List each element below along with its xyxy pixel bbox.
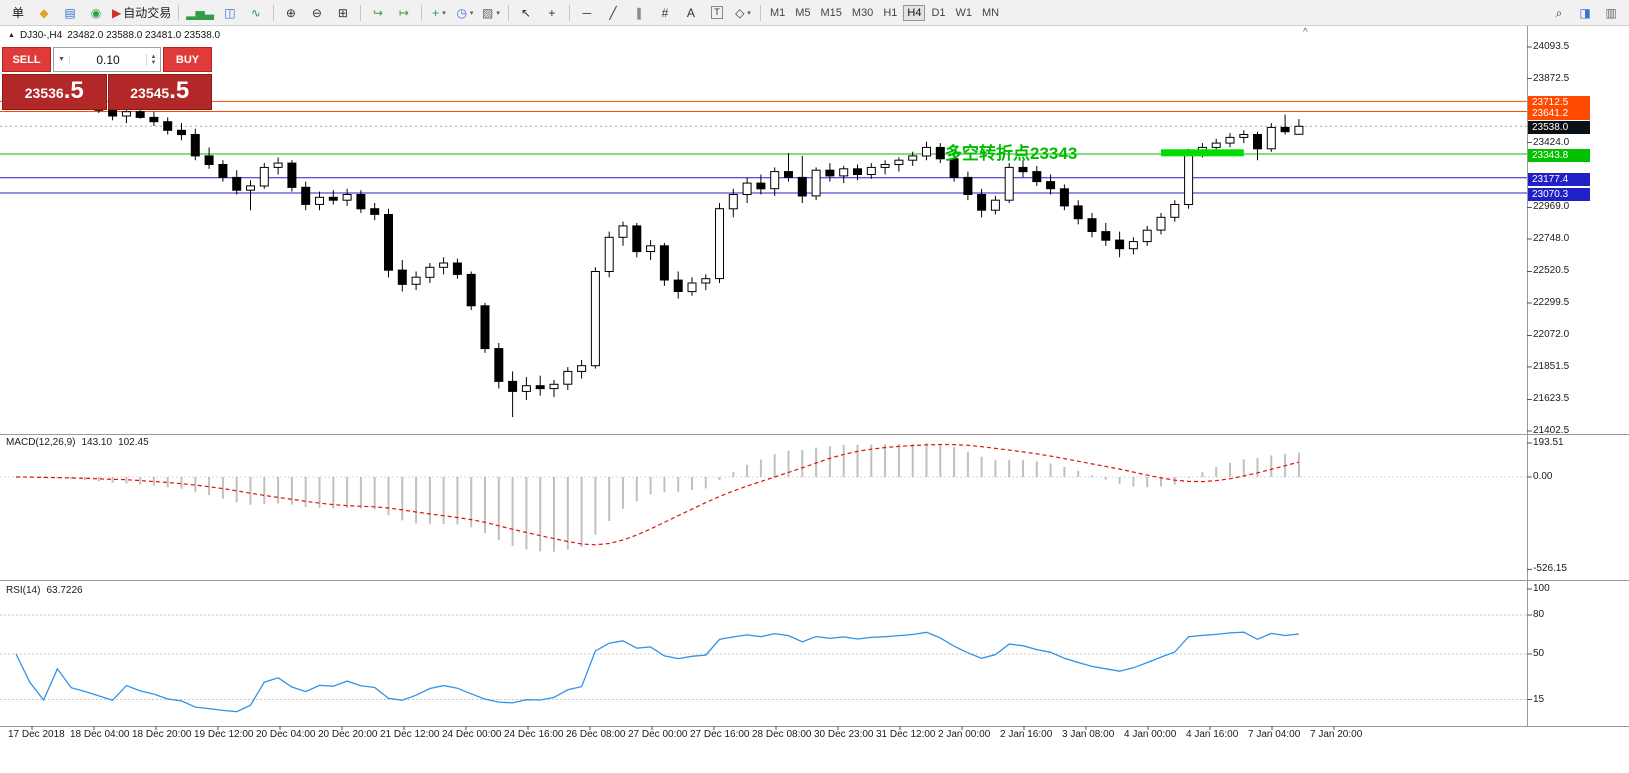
trendline-icon[interactable]: ╱ [609,5,617,20]
rsi-label: RSI(14) 63.7226 [6,585,89,596]
macd-signal-line [15,443,1300,546]
search-icon[interactable]: ⌕ [1555,5,1563,20]
cursor-icon[interactable]: ↖ [520,5,531,20]
sell-price-button[interactable]: 23536.5 [2,74,107,110]
chart-canvas[interactable] [0,0,1629,742]
period-icon[interactable]: ◷ ▾ [456,5,474,20]
macd-label: MACD(12,26,9) 143.10 102.45 [6,437,155,448]
scroll-corner-icon[interactable]: ^ [1303,27,1308,38]
chart-caption: ▲ DJ30-,H4 23482.0 23588.0 23481.0 23538… [5,30,224,41]
add-indicator-icon[interactable]: + ▾ [432,5,446,20]
horizontal-line-icon[interactable]: ─ [582,5,592,20]
toolbar-separator [359,4,361,21]
macd-value-main: 143.10 [81,437,113,448]
sell-button[interactable]: SELL [2,47,51,72]
toolbar-separator [507,4,509,21]
buy-price-frac: .5 [169,77,190,104]
rsi-value: 63.7226 [46,585,83,596]
timeframe-h1[interactable]: H1 [883,6,898,19]
candles [11,80,1304,418]
toolbar-separator [759,4,761,21]
toolbar: 单 ◆ ▤ ◉ ▶ 自动交易 ▂▅▃ ◫ ∿ ⊕ ⊖ ⊞ ↪ ↦ + ▾ ◷ ▾ ▨ ▾ ↖ + ─ ╱ ∥ # A T ◇ ▾ M1 M5 M… [0,0,1629,26]
shapes-icon[interactable]: ◇ ▾ [735,5,751,20]
buy-price-main: 23545 [130,85,170,101]
timeframe-m1[interactable]: M1 [769,6,786,19]
volume-spinner: ▲ ▼ [146,53,160,66]
volume-up-button[interactable]: ▲ [150,53,157,60]
line-chart-icon[interactable]: ∿ [250,5,261,20]
channel-icon[interactable]: ∥ [635,5,642,20]
new-chart-icon[interactable]: ◆ [39,5,49,20]
toolbar-separator [420,4,422,21]
text-icon[interactable]: A [686,5,695,20]
macd-value-signal: 102.45 [118,437,149,448]
new-order-button[interactable]: 单 [11,5,24,20]
volume-box: ▼ 0.10 ▲ ▼ [53,47,161,72]
toolbar-items: 单 ◆ ▤ ◉ ▶ 自动交易 ▂▅▃ ◫ ∿ ⊕ ⊖ ⊞ ↪ ↦ + ▾ ◷ ▾ ▨ ▾ ↖ + ─ ╱ ∥ # A T ◇ ▾ M1 M5 M… [5,3,1004,23]
zoom-out-icon[interactable]: ⊖ [311,5,322,20]
sell-price-main: 23536 [24,85,64,101]
crosshair-icon[interactable]: + [548,5,556,20]
navigator-icon[interactable]: ◉ [90,5,102,20]
zoom-in-icon[interactable]: ⊕ [285,5,296,20]
chart-shift-icon[interactable]: ↦ [398,5,409,20]
volume-dropdown-icon[interactable]: ▼ [54,56,70,63]
chat-icon[interactable]: ◨ [1579,5,1591,20]
timeframe-m30[interactable]: M30 [851,6,874,19]
chart-annotation: 多空转折点23343 [945,144,1078,163]
timeframe-mn[interactable]: MN [982,6,1000,19]
timeframe-m15[interactable]: M15 [820,6,842,19]
timeframe-m5[interactable]: M5 [795,6,811,19]
alerts-icon[interactable]: ▥ [1605,5,1617,20]
toolbar-right-items: ⌕ ◨ ▥ [1546,3,1624,23]
sell-price-frac: .5 [63,77,84,104]
timeframe-h4[interactable]: H4 [903,4,926,21]
volume-input[interactable]: 0.10 [96,52,120,67]
timeframe-w1[interactable]: W1 [955,6,973,19]
toolbar-separator [272,4,274,21]
rsi-name: RSI(14) [6,585,41,596]
autotrading-button[interactable]: ▶ 自动交易 [112,5,172,21]
template-icon[interactable]: ▨ ▾ [482,5,500,20]
volume-down-button[interactable]: ▼ [150,59,157,66]
text-label-icon[interactable]: T [704,3,730,23]
auto-scroll-icon[interactable]: ↪ [372,5,383,20]
macd-name: MACD(12,26,9) [6,437,76,448]
timeframe-d1[interactable]: D1 [931,6,946,19]
toolbar-separator [568,4,570,21]
market-watch-icon[interactable]: ▤ [64,5,76,20]
bar-chart-icon[interactable]: ▂▅▃ [186,5,214,20]
chart-caption-icon: ▲ [8,32,15,39]
chart-caption-symbol: DJ30-,H4 [19,30,63,41]
toolbar-separator [178,4,180,21]
buy-button[interactable]: BUY [163,47,212,72]
highlight-segment[interactable] [1161,149,1244,157]
fibonacci-icon[interactable]: # [661,5,669,20]
rsi-line [15,631,1299,713]
buy-price-button[interactable]: 23545.5 [107,74,212,110]
candle-chart-icon[interactable]: ◫ [224,5,236,20]
one-click-trade-panel: SELL ▼ 0.10 ▲ ▼ BUY 23536.5 23545.5 [2,47,212,110]
tile-windows-icon[interactable]: ⊞ [337,5,348,20]
chart-caption-ohlc: 23482.0 23588.0 23481.0 23538.0 [67,30,221,41]
